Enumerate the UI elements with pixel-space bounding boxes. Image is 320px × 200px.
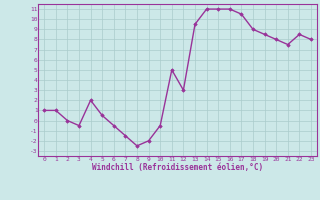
X-axis label: Windchill (Refroidissement éolien,°C): Windchill (Refroidissement éolien,°C) bbox=[92, 163, 263, 172]
